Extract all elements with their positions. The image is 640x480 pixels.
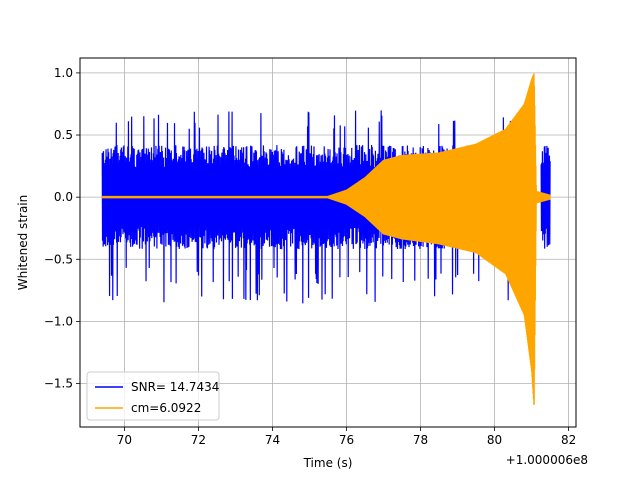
x-axis-label: Time (s) xyxy=(303,456,353,470)
y-tick-label: −1.0 xyxy=(44,314,73,328)
x-tick-label: 72 xyxy=(191,433,206,447)
axes-frame xyxy=(79,57,577,428)
legend: SNR= 14.7434 cm=6.0922 xyxy=(86,371,220,421)
y-axis-label: Whitened strain xyxy=(16,195,30,291)
x-tick-label: 74 xyxy=(265,433,280,447)
y-tick-label: −0.5 xyxy=(44,252,73,266)
x-tick-label: 80 xyxy=(487,433,502,447)
x-tick-label: 78 xyxy=(413,433,428,447)
y-tick-label: 1.0 xyxy=(54,66,73,80)
series-cm-line xyxy=(101,73,551,405)
axis-ticks: 70 72 74 76 78 80 82 −1.5 −1.0 −0.5 0.0 0.5 1.0 xyxy=(44,66,576,447)
x-tick-label: 76 xyxy=(339,433,354,447)
y-tick-label: 0.5 xyxy=(54,128,73,142)
plot-series xyxy=(101,73,551,405)
y-tick-label: −1.5 xyxy=(44,377,73,391)
x-axis-offset-label: +1.000006e8 xyxy=(506,453,588,467)
legend-entry-snr: SNR= 14.7434 xyxy=(131,380,219,394)
x-tick-label: 70 xyxy=(117,433,132,447)
y-tick-label: 0.0 xyxy=(54,190,73,204)
x-tick-label: 82 xyxy=(561,433,576,447)
legend-entry-cm: cm=6.0922 xyxy=(131,401,201,415)
